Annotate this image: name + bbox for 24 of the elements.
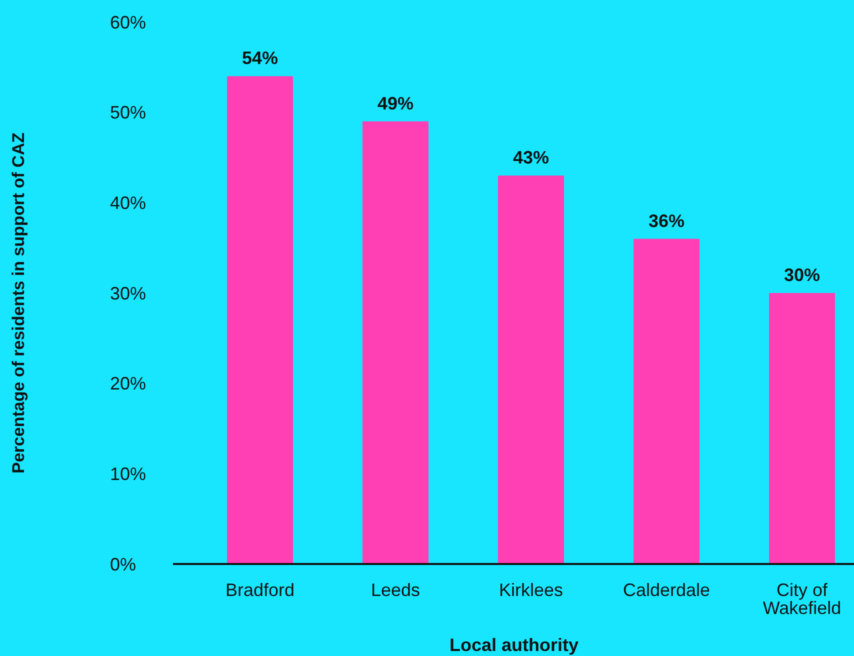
y-tick-label: 0% <box>110 554 136 574</box>
data-label: 49% <box>377 93 414 114</box>
y-tick-label: 40% <box>110 192 146 213</box>
bar <box>362 121 428 564</box>
x-tick-label: Bradford <box>225 580 295 600</box>
x-tick-label: City of Wakefield <box>762 580 842 618</box>
data-label: 36% <box>648 210 685 231</box>
data-label: 30% <box>784 265 820 285</box>
y-tick-label: 60% <box>110 12 146 32</box>
bar <box>227 76 293 564</box>
x-tick-label: Calderdale <box>622 580 710 600</box>
bar <box>634 238 700 564</box>
bar <box>769 293 835 564</box>
x-tick-label: Leeds <box>370 580 420 600</box>
data-label: 43% <box>512 148 550 168</box>
y-tick-label: 20% <box>110 374 146 394</box>
x-axis-title: Local authority <box>449 635 579 655</box>
y-tick-label: 50% <box>110 102 146 123</box>
x-tick-label: Kirklees <box>498 580 564 600</box>
y-axis-title: Percentage of residents in support of CAZ <box>9 132 28 474</box>
y-tick-label: 10% <box>110 464 146 484</box>
data-label: 54% <box>242 48 278 68</box>
y-tick-label: 30% <box>110 283 146 304</box>
bar <box>498 176 564 564</box>
